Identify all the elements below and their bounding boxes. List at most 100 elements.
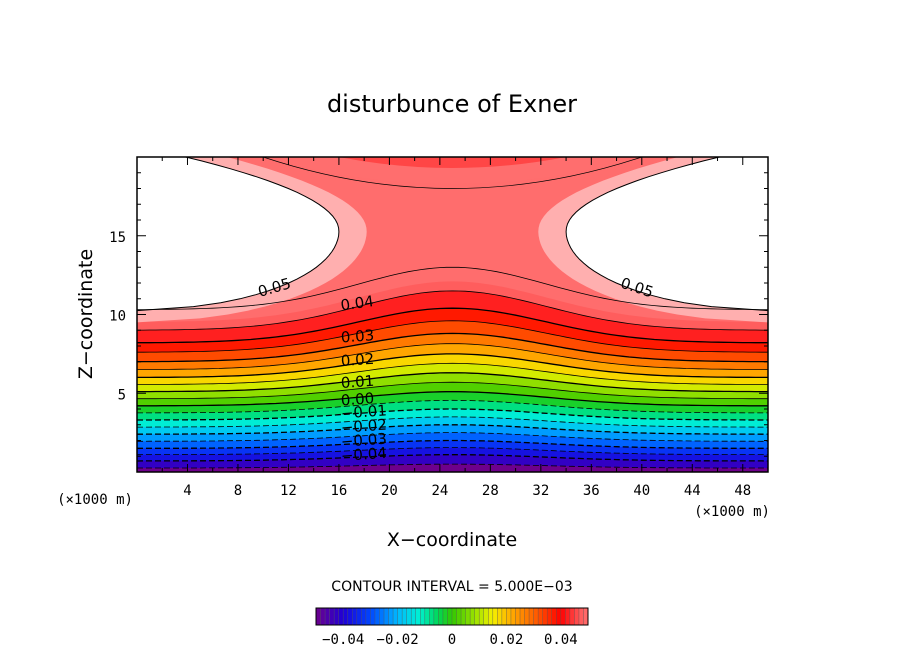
- white-region: [566, 157, 768, 346]
- colorbar-cell: [474, 608, 480, 625]
- colorbar-cell: [452, 608, 457, 625]
- colorbar-cell: [334, 608, 339, 625]
- x-tick-label: 16: [330, 483, 347, 499]
- y-unit-label: (×1000 m): [57, 492, 133, 508]
- colorbar-cell: [556, 608, 562, 625]
- colorbar-tick-label: −0.04: [322, 632, 364, 648]
- colorbar-ticks: −0.04 −0.02 0 0.02 0.04: [322, 632, 578, 648]
- contour-line: [137, 439, 768, 449]
- colorbar-cell: [483, 608, 489, 625]
- colorbar-cell: [343, 608, 349, 625]
- contour-line: [137, 372, 768, 393]
- colorbar-cell: [320, 608, 326, 625]
- colorbar-cell: [461, 608, 466, 625]
- x-tick-label: 24: [431, 483, 448, 499]
- colorbar-cell: [501, 608, 507, 625]
- x-tick-label: 12: [280, 483, 297, 499]
- contour-label: −0.02: [340, 416, 387, 437]
- contour-line: [565, 157, 768, 346]
- contour-line: [137, 157, 340, 346]
- colorbar-tick-label: 0.04: [544, 632, 578, 648]
- x-tick-label: 28: [482, 483, 499, 499]
- colorbar-cell: [397, 608, 403, 625]
- contour-line: [137, 320, 768, 353]
- contour-line: [137, 266, 768, 311]
- colorbar-cell: [388, 608, 394, 625]
- colorbar-cell: [393, 608, 398, 625]
- x-axis-label: X−coordinate: [387, 529, 517, 551]
- x-tick-label: 48: [734, 483, 751, 499]
- colorbar-cell: [420, 608, 426, 625]
- colorbar-cell: [456, 608, 462, 625]
- colorbar-cell: [479, 608, 485, 625]
- contour-interval-text: CONTOUR INTERVAL = 5.000E−03: [331, 579, 572, 595]
- colorbar-cell: [329, 608, 335, 625]
- colorbar-cell: [583, 608, 589, 625]
- colorbar-cell: [447, 608, 453, 625]
- contour-line: [137, 353, 768, 379]
- contour-band: [263, 157, 642, 184]
- contour-band: [338, 157, 567, 169]
- colorbar-cell: [442, 608, 448, 625]
- white-region: [137, 157, 339, 346]
- color-bands: [137, 157, 768, 472]
- colorbar-cell: [356, 608, 362, 625]
- contour-line: [137, 399, 768, 414]
- x-unit-label: (×1000 m): [694, 504, 770, 520]
- colorbar-cell: [520, 608, 525, 625]
- contour-label: 0.04: [339, 292, 375, 314]
- contour-line: [137, 416, 768, 428]
- colorbar-cell: [569, 608, 575, 625]
- contour-line: [137, 424, 768, 435]
- contour-label: −0.03: [340, 430, 387, 451]
- x-tick-label: 20: [381, 483, 398, 499]
- contour-line: [137, 381, 768, 400]
- colorbar-cell: [465, 608, 471, 625]
- y-axis-ticks: 5 10 15: [109, 172, 768, 457]
- colorbar-cell: [551, 608, 557, 625]
- colorbar-cell: [533, 608, 539, 625]
- colorbar-cell: [347, 608, 353, 625]
- contour-line: [137, 332, 768, 363]
- colorbar-cell: [560, 608, 566, 625]
- contour-line: [137, 290, 768, 331]
- colorbar-cell: [365, 608, 371, 625]
- plot-area: [137, 157, 768, 472]
- colorbar-tick-label: −0.02: [377, 632, 419, 648]
- colorbar-cell: [415, 608, 421, 625]
- colorbar-cell: [402, 608, 407, 625]
- contour-label: 0.01: [340, 372, 375, 392]
- y-tick-label: 5: [118, 387, 126, 403]
- colorbar-cell: [529, 608, 534, 625]
- colorbar-tick-label: 0.02: [490, 632, 524, 648]
- contour-line: [263, 157, 642, 189]
- colorbar-cell: [578, 608, 584, 625]
- colorbar-cell: [433, 608, 439, 625]
- contour-line: [137, 463, 768, 469]
- contour-line: [137, 307, 768, 344]
- colorbar-cell: [361, 608, 367, 625]
- colorbar-cell: [492, 608, 498, 625]
- colorbar-cell: [506, 608, 512, 625]
- colorbar-cell: [524, 608, 530, 625]
- contour-line: [137, 432, 768, 442]
- colorbar-cell: [542, 608, 548, 625]
- x-tick-label: 36: [583, 483, 600, 499]
- colorbar-cell: [406, 608, 412, 625]
- colorbar-cell: [370, 608, 376, 625]
- colorbar-cell: [574, 608, 580, 625]
- contour-label: 0.02: [340, 350, 375, 370]
- colorbar-cell: [411, 608, 417, 625]
- colorbar-tick-label: 0: [448, 632, 456, 648]
- colorbar-cell: [515, 608, 521, 625]
- colorbar-cell: [325, 608, 330, 625]
- contour-lines: [137, 157, 768, 469]
- x-tick-label: 44: [684, 483, 701, 499]
- x-tick-label: 8: [234, 483, 242, 499]
- chart-title: disturbunce of Exner: [327, 90, 577, 118]
- contour-label: 0.00: [340, 389, 375, 409]
- contour-line: [137, 362, 768, 385]
- contour-line: [137, 408, 768, 421]
- contour-line: [137, 447, 768, 456]
